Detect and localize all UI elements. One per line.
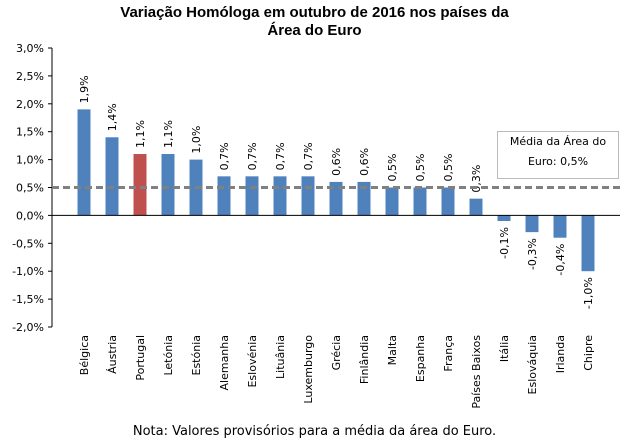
data-label: 0,7% bbox=[246, 142, 259, 170]
average-legend-box: Média da Área do Euro: 0,5% bbox=[497, 131, 619, 179]
average-label-line1: Média da Área do bbox=[509, 135, 607, 148]
bar-frança bbox=[441, 187, 455, 216]
bar-grécia bbox=[329, 181, 343, 216]
data-label: 0,5% bbox=[442, 154, 455, 182]
bar-bélgica bbox=[77, 109, 91, 216]
category-label: Lituânia bbox=[274, 335, 287, 379]
y-tick-label: -2,0% bbox=[12, 321, 44, 334]
data-label: 1,1% bbox=[162, 120, 175, 148]
y-tick-label: 0,5% bbox=[16, 182, 44, 195]
data-label: 1,4% bbox=[106, 103, 119, 131]
category-label: Irlanda bbox=[554, 335, 567, 373]
data-label: 0,7% bbox=[218, 142, 231, 170]
bar-lituânia bbox=[273, 176, 287, 216]
category-label: Grécia bbox=[330, 335, 343, 370]
data-label: -0,3% bbox=[526, 238, 539, 270]
y-tick-label: -0,5% bbox=[12, 237, 44, 250]
category-label: Áustria bbox=[106, 335, 119, 374]
bar-malta bbox=[385, 187, 399, 216]
category-label: França bbox=[442, 335, 455, 372]
category-label: Letónia bbox=[162, 335, 175, 376]
category-label: Itália bbox=[498, 335, 511, 362]
footnote: Nota: Valores provisórios para a média d… bbox=[132, 424, 497, 439]
data-label: 0,7% bbox=[302, 142, 315, 170]
data-label: 0,6% bbox=[330, 148, 343, 176]
bar-eslovénia bbox=[245, 176, 259, 216]
data-label: -1,0% bbox=[582, 277, 595, 309]
data-label: 1,1% bbox=[134, 120, 147, 148]
y-tick-label: 3,0% bbox=[16, 42, 44, 55]
bar-portugal bbox=[133, 154, 147, 216]
category-label: Espanha bbox=[414, 335, 427, 382]
data-label: 0,5% bbox=[386, 154, 399, 182]
y-tick-label: -1,5% bbox=[12, 293, 44, 306]
category-label: Eslováquia bbox=[526, 335, 539, 394]
data-label: -0,1% bbox=[498, 227, 511, 259]
category-label: Chipre bbox=[582, 335, 595, 371]
bar-eslováquia bbox=[525, 215, 539, 233]
bar-irlanda bbox=[553, 215, 567, 238]
data-label: 1,9% bbox=[78, 75, 91, 103]
bar-áustria bbox=[105, 137, 119, 216]
bar-luxemburgo bbox=[301, 176, 315, 216]
data-label: 0,6% bbox=[358, 148, 371, 176]
category-label: Luxemburgo bbox=[302, 335, 315, 404]
category-label: Eslovénia bbox=[246, 335, 259, 388]
bar-espanha bbox=[413, 187, 427, 216]
y-tick-label: 0,0% bbox=[16, 209, 44, 222]
y-tick-label: 2,0% bbox=[16, 98, 44, 111]
category-label: Estónia bbox=[190, 335, 203, 376]
category-label: Países Baixos bbox=[470, 335, 483, 409]
data-label: 0,3% bbox=[470, 165, 483, 193]
bar-alemanha bbox=[217, 176, 231, 216]
data-label: 1,0% bbox=[190, 126, 203, 154]
bar-chipre bbox=[581, 215, 595, 272]
y-tick-label: 2,5% bbox=[16, 70, 44, 83]
category-label: Malta bbox=[386, 335, 399, 365]
y-tick-label: 1,0% bbox=[16, 154, 44, 167]
y-tick-label: 1,5% bbox=[16, 126, 44, 139]
chart-title-line1: Variação Homóloga em outubro de 2016 nos… bbox=[120, 4, 509, 21]
average-label-line2: Euro: 0,5% bbox=[527, 155, 589, 168]
data-label: -0,4% bbox=[554, 244, 567, 276]
chart-title: Variação Homóloga em outubro de 2016 nos… bbox=[0, 4, 629, 40]
category-label: Bélgica bbox=[78, 335, 91, 375]
data-label: 0,5% bbox=[414, 154, 427, 182]
category-label: Alemanha bbox=[218, 335, 231, 391]
chart-title-line2: Área do Euro bbox=[267, 22, 362, 39]
category-label: Portugal bbox=[134, 335, 147, 381]
bar-finlândia bbox=[357, 181, 371, 216]
y-tick-label: -1,0% bbox=[12, 265, 44, 278]
bar-itália bbox=[497, 215, 511, 221]
bar-letónia bbox=[161, 154, 175, 216]
bar-países-baixos bbox=[469, 198, 483, 216]
category-label: Finlândia bbox=[358, 335, 371, 384]
data-label: 0,7% bbox=[274, 142, 287, 170]
